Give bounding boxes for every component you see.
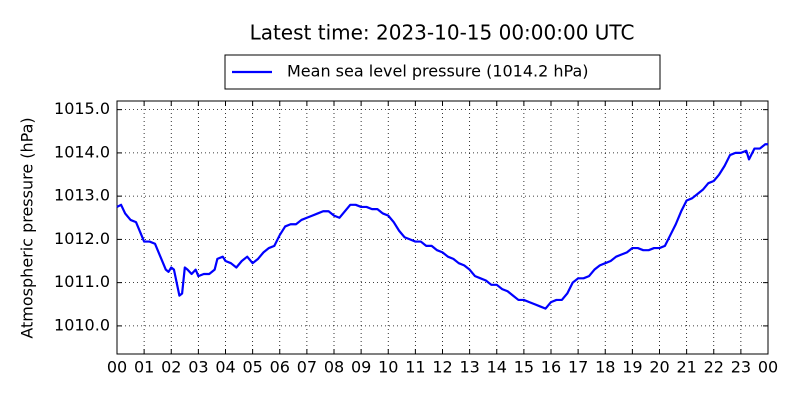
x-tick-label: 17 xyxy=(568,358,588,377)
x-tick-label: 13 xyxy=(459,358,479,377)
y-tick-label: 1012.0 xyxy=(54,229,110,248)
plot-frame xyxy=(116,100,769,355)
x-tick-label: 22 xyxy=(704,358,724,377)
x-tick-label: 15 xyxy=(514,358,534,377)
x-tick-label: 16 xyxy=(541,358,561,377)
y-axis-label: Atmospheric pressure (hPa) xyxy=(18,117,37,338)
x-tick-label: 07 xyxy=(297,358,317,377)
x-tick-label: 11 xyxy=(405,358,425,377)
x-tick-label: 08 xyxy=(324,358,344,377)
legend-box xyxy=(224,54,661,90)
x-tick-label: 09 xyxy=(351,358,371,377)
y-tick-label: 1013.0 xyxy=(54,186,110,205)
x-tick-label: 02 xyxy=(161,358,181,377)
x-tick-label: 00 xyxy=(107,358,127,377)
chart-title: Latest time: 2023-10-15 00:00:00 UTC xyxy=(250,21,635,45)
x-tick-label: 10 xyxy=(378,358,398,377)
x-tick-label: 20 xyxy=(649,358,669,377)
data-line xyxy=(116,143,768,310)
y-tick-label: 1011.0 xyxy=(54,272,110,291)
x-tick-label: 06 xyxy=(270,358,290,377)
legend-label: Mean sea level pressure (1014.2 hPa) xyxy=(287,62,589,81)
x-tick-label: 14 xyxy=(487,358,507,377)
x-tick-label: 03 xyxy=(188,358,208,377)
x-tick-label: 01 xyxy=(134,358,154,377)
x-tick-label: 18 xyxy=(595,358,615,377)
x-tick-label: 21 xyxy=(676,358,696,377)
y-tick-label: 1015.0 xyxy=(54,99,110,118)
x-tick-label: 05 xyxy=(242,358,262,377)
x-tick-label: 19 xyxy=(622,358,642,377)
y-tick-label: 1010.0 xyxy=(54,315,110,334)
x-tick-label: 04 xyxy=(215,358,235,377)
y-tick-label: 1014.0 xyxy=(54,142,110,161)
x-tick-label: 00 xyxy=(758,358,778,377)
x-tick-label: 12 xyxy=(432,358,452,377)
x-tick-label: 23 xyxy=(731,358,751,377)
